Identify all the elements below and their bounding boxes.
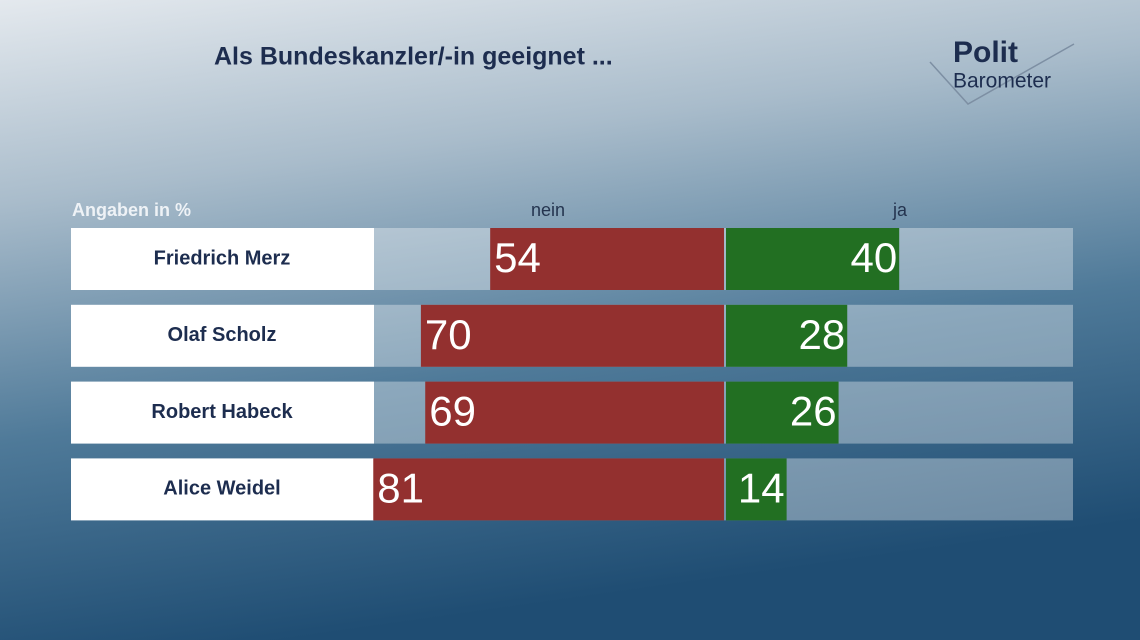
name-box [71, 304, 374, 367]
unit-note: Angaben in % [72, 200, 191, 220]
value-label: 69 [429, 388, 476, 435]
bar [420, 304, 724, 367]
bar [425, 381, 724, 444]
column-header: ja [892, 200, 908, 220]
bar [726, 304, 848, 367]
value-label: 70 [425, 311, 472, 358]
name-box [71, 381, 374, 444]
chart-title: Als Bundeskanzler/-in geeignet ... [214, 43, 613, 71]
category-label: Friedrich Merz [154, 247, 291, 269]
category-label: Robert Habeck [151, 401, 293, 423]
logo-text: Barometer [953, 70, 1051, 93]
logo-check [929, 43, 1075, 105]
bar [726, 228, 900, 290]
bar [726, 381, 839, 444]
value-label: 26 [790, 388, 837, 435]
name-box [71, 458, 374, 521]
bar [490, 228, 724, 290]
logo-text: Polit [953, 36, 1018, 69]
bar [373, 458, 724, 521]
value-label: 28 [799, 311, 846, 358]
value-label: 54 [494, 234, 541, 281]
category-label: Olaf Scholz [168, 324, 277, 346]
value-label: 14 [738, 464, 785, 511]
column-header: nein [531, 200, 565, 220]
value-label: 40 [850, 234, 897, 281]
logo: Polit Barometer [929, 36, 1075, 105]
name-box [71, 228, 374, 290]
bar [726, 458, 787, 521]
category-label: Alice Weidel [163, 478, 280, 500]
value-label: 81 [377, 464, 424, 511]
